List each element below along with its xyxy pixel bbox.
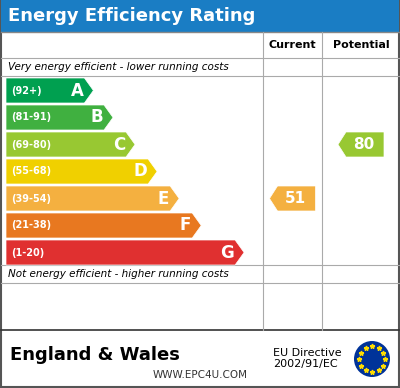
Text: F: F [180,217,191,234]
Text: England & Wales: England & Wales [10,346,180,364]
Text: G: G [220,244,234,262]
Polygon shape [6,132,135,157]
Text: Energy Efficiency Rating: Energy Efficiency Rating [8,7,255,25]
Text: E: E [158,189,169,208]
Polygon shape [6,186,179,211]
Text: (69-80): (69-80) [11,140,51,149]
Text: 51: 51 [285,191,306,206]
Polygon shape [6,105,113,130]
Text: B: B [90,109,103,126]
Polygon shape [6,213,201,238]
Text: Not energy efficient - higher running costs: Not energy efficient - higher running co… [8,269,229,279]
Text: EU Directive: EU Directive [273,348,342,358]
Text: (1-20): (1-20) [11,248,44,258]
Polygon shape [338,132,384,157]
Text: (39-54): (39-54) [11,194,51,203]
Text: WWW.EPC4U.COM: WWW.EPC4U.COM [152,370,248,380]
Circle shape [354,341,390,377]
Polygon shape [6,159,157,184]
Text: Potential: Potential [333,40,389,50]
Text: 2002/91/EC: 2002/91/EC [273,359,338,369]
Text: Current: Current [269,40,316,50]
Text: A: A [70,81,84,99]
Polygon shape [270,186,316,211]
Text: (21-38): (21-38) [11,220,51,230]
Text: (92+): (92+) [11,85,42,95]
Text: (55-68): (55-68) [11,166,51,177]
Polygon shape [6,240,244,265]
Text: C: C [113,135,125,154]
Text: Very energy efficient - lower running costs: Very energy efficient - lower running co… [8,62,229,72]
Bar [1,0,399,32]
Text: 80: 80 [353,137,375,152]
Text: D: D [133,163,147,180]
Text: (81-91): (81-91) [11,113,51,123]
Polygon shape [6,78,94,103]
